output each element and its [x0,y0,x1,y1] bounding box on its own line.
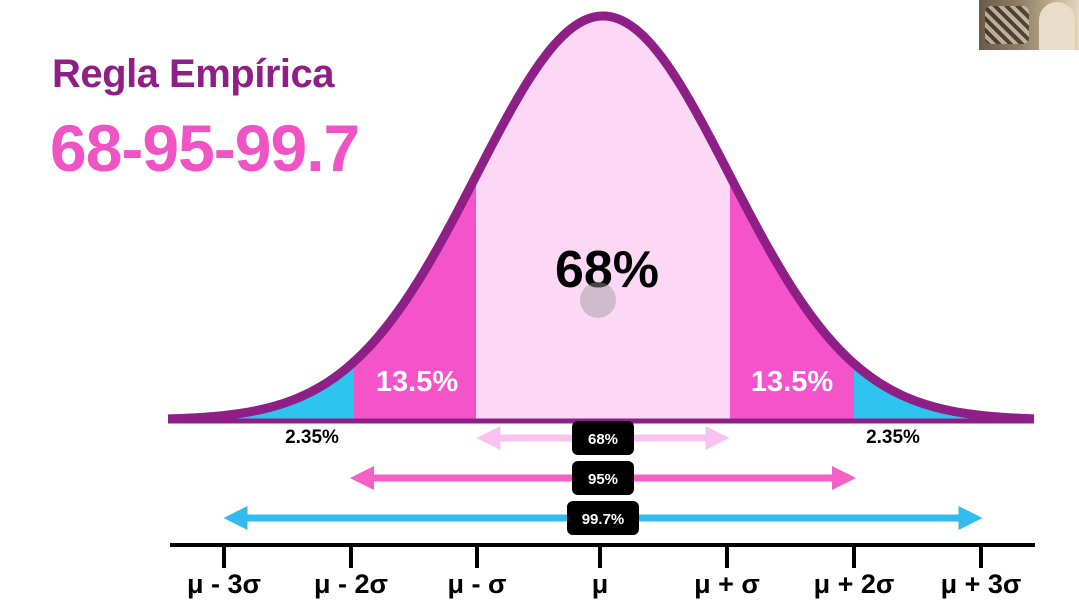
rule-subtitle: 68-95-99.7 [50,111,360,185]
arrow-label: 99.7% [582,511,625,528]
x-axis-ticks: μ - 3σ μ - 2σ μ - σ μ μ + σ μ + 2σ μ + 3σ [187,545,1021,599]
arrow-head-left [350,466,374,490]
right-tail-region [854,16,1034,420]
arrow-head-right [958,506,983,530]
arrow-head-right [705,426,730,450]
axis-tick-label: μ + 2σ [814,569,895,599]
axis-tick-label: μ - 3σ [187,569,261,599]
axis-tick-label: μ + σ [694,569,760,599]
webcam-thumbnail [979,0,1079,50]
arrow-label-badge [572,461,634,495]
axis-tick-label: μ + 3σ [941,569,1022,599]
right-band-percent-label: 13.5% [751,366,833,398]
arrow-label: 68% [588,431,618,448]
axis-tick-label: μ - 2σ [314,569,388,599]
interval-arrow-3: 99.7% [223,501,983,535]
left-tail-region [170,16,354,420]
arrow-head-left [476,426,501,450]
interval-arrows: 68% 95% 99.7% [223,421,983,535]
arrow-label-badge [567,501,639,535]
left-band-percent-label: 13.5% [376,366,458,398]
cursor-indicator [580,282,616,318]
left-tail-percent-label: 2.35% [285,427,339,448]
webcam-background-pattern [985,6,1029,44]
center-percent-label: 68% [555,241,659,299]
webcam-person [1039,2,1075,50]
arrow-head-left [223,506,248,530]
center-region [476,16,730,420]
bell-curve [165,11,1037,424]
axis-tick-label: μ - σ [448,569,507,599]
page-title: Regla Empírica [52,52,335,96]
arrow-label: 95% [588,471,618,488]
interval-arrow-1: 68% [476,421,730,455]
interval-arrow-2: 95% [350,461,856,495]
curve-regions [170,16,1034,420]
arrow-label-badge [572,421,634,455]
axis-tick-label: μ [592,569,609,599]
right-tail-percent-label: 2.35% [866,427,920,448]
arrow-head-right [832,466,856,490]
